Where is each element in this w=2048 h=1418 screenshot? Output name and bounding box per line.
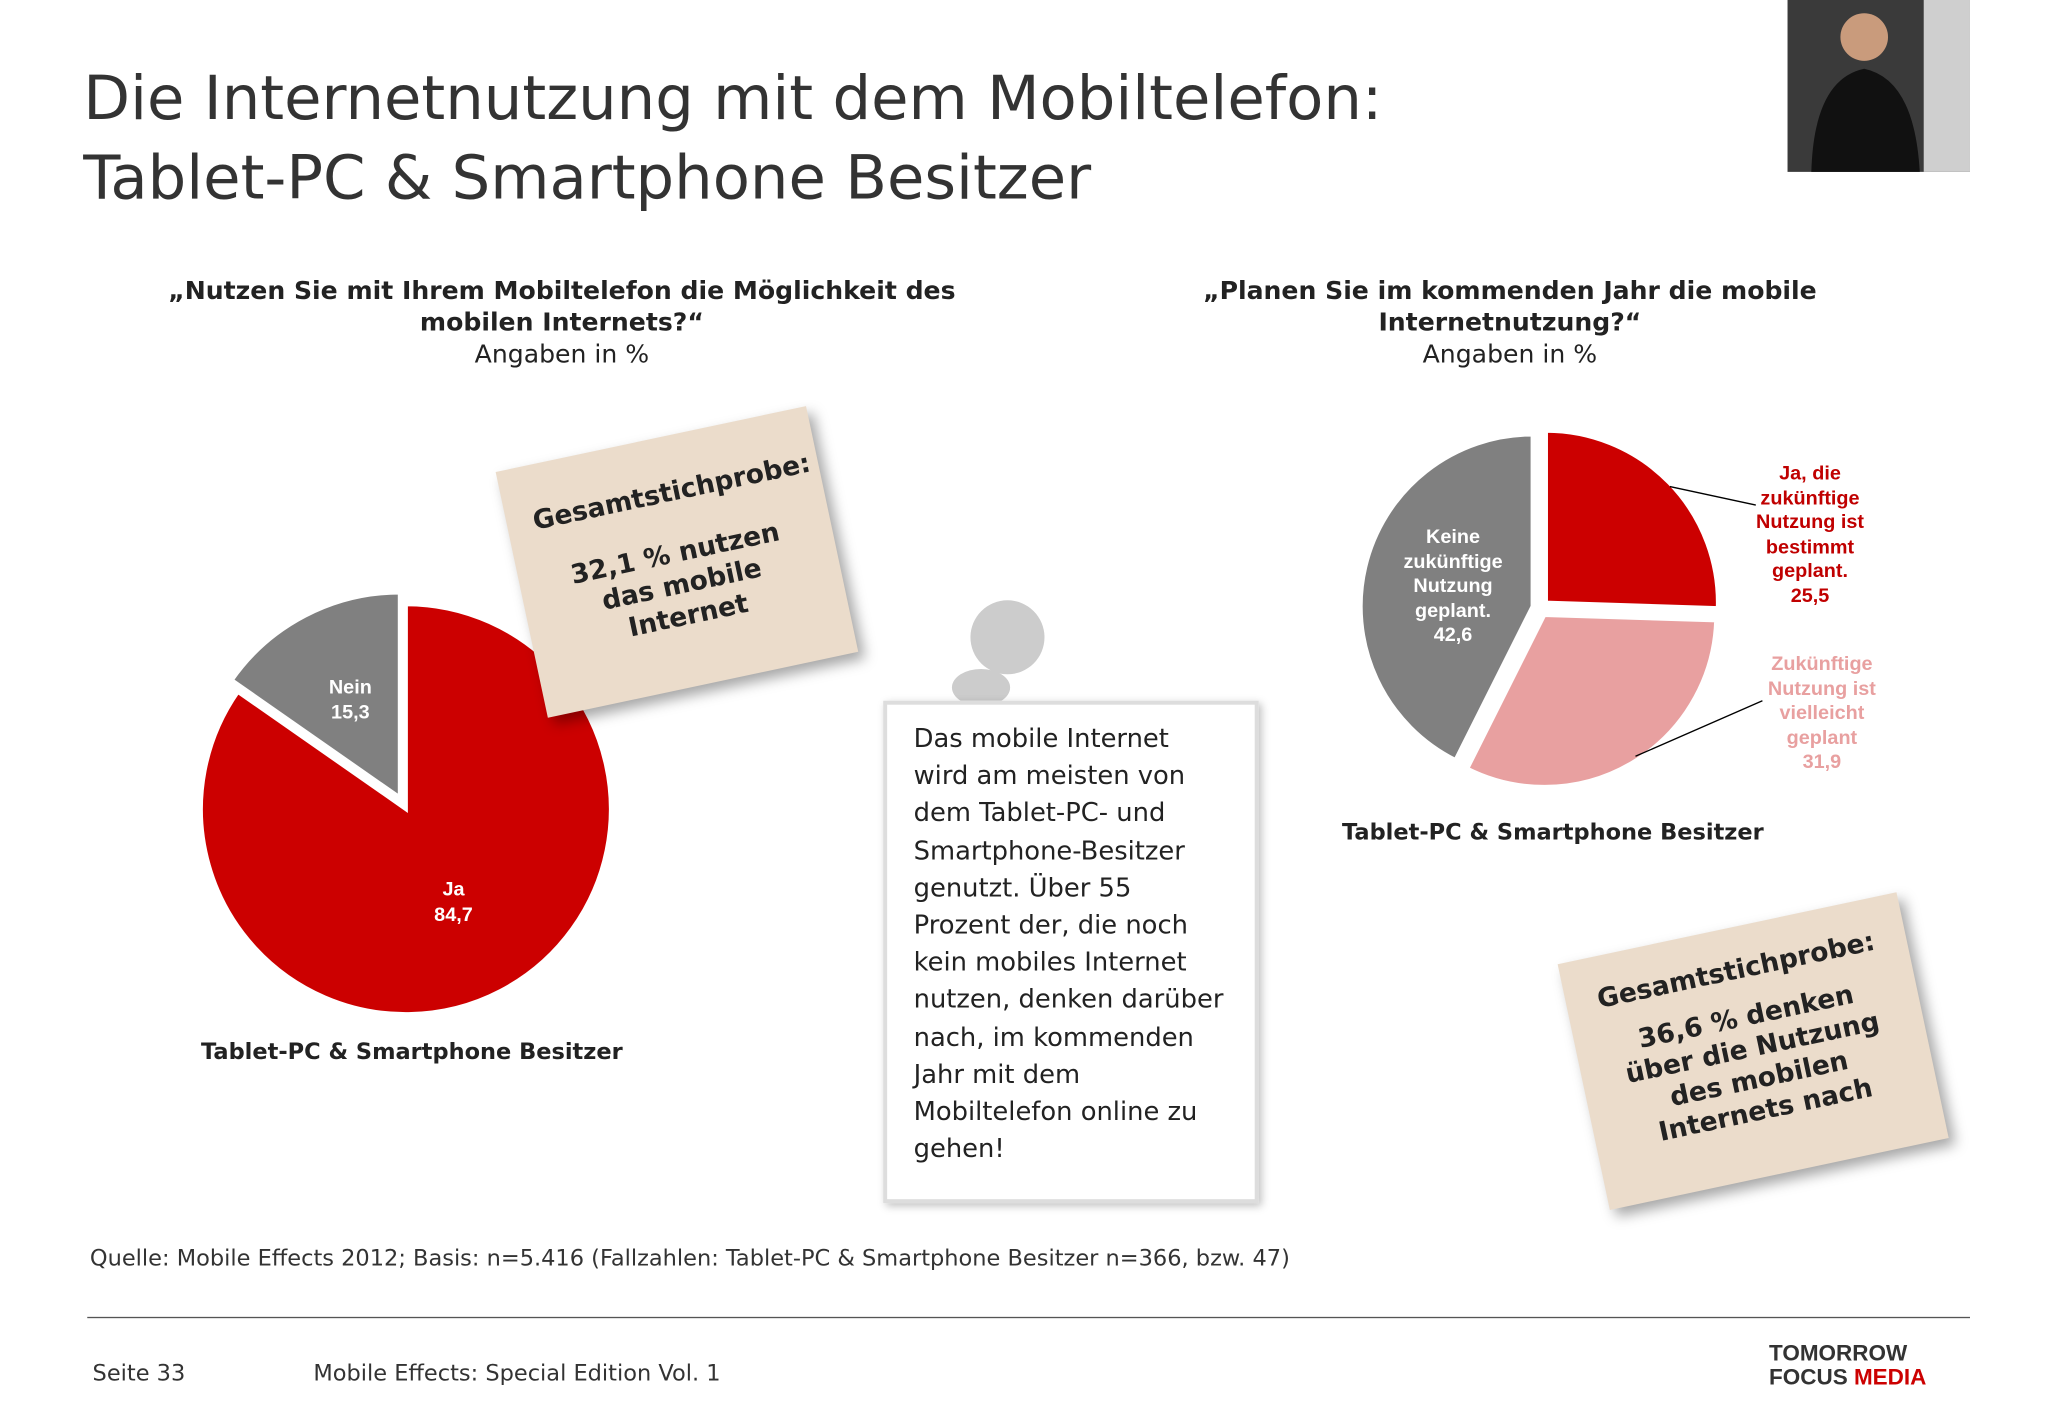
edition: Mobile Effects: Special Edition Vol. 1 — [313, 1360, 721, 1387]
pie-slice — [1358, 432, 1535, 763]
leader-line — [1635, 700, 1763, 757]
source: Quelle: Mobile Effects 2012; Basis: n=5.… — [89, 1245, 1290, 1272]
slide-title: Die Internetnutzung mit dem Mobiltelefon… — [83, 58, 1382, 217]
figure-top — [951, 600, 1045, 707]
chart-title: „Nutzen Sie mit Ihrem Mobiltelefon die M… — [139, 275, 985, 370]
slice-category: Zukünftige Nutzung ist vielleicht geplan… — [1767, 652, 1876, 749]
note-text: 32,1 % nutzen das mobile Internet — [567, 515, 783, 644]
slice-category: Ja — [442, 878, 465, 902]
slice-label: Zukünftige Nutzung ist vielleicht geplan… — [1756, 653, 1888, 775]
pie-slice — [228, 590, 402, 802]
slice-category: Keine zukünftige Nutzung geplant. — [1403, 525, 1503, 622]
page-number: Seite 33 — [92, 1360, 186, 1387]
title-line: Die Internetnutzung mit dem Mobiltelefon… — [83, 62, 1383, 134]
chart-caption: Tablet-PC & Smartphone Besitzer — [200, 1039, 623, 1066]
slice-value: 25,5 — [1790, 584, 1830, 607]
pie-slice — [1544, 428, 1720, 611]
slice-label: Keine zukünftige Nutzung geplant. 42,6 — [1387, 526, 1519, 648]
slice-label: Ja 84,7 — [401, 879, 507, 928]
logo: TOMORROW FOCUS MEDIA — [1769, 1340, 1927, 1390]
slice-value: 84,7 — [434, 903, 473, 926]
footer-rule — [87, 1316, 1970, 1319]
slice-value: 15,3 — [331, 700, 370, 724]
logo-word: MEDIA — [1853, 1364, 1927, 1390]
logo-line: TOMORROW — [1769, 1340, 1908, 1366]
slice-category: Nein — [328, 676, 372, 699]
board-text: Das mobile Internet wird am meisten von … — [883, 700, 1259, 1204]
photo — [1787, 0, 1970, 172]
chart-caption: Tablet-PC & Smartphone Besitzer — [1341, 819, 1764, 847]
chart-subtitle: Angaben in % — [1422, 339, 1598, 369]
logo-word: FOCUS — [1769, 1364, 1848, 1390]
chart-title-text: „Nutzen Sie mit Ihrem Mobiltelefon die M… — [168, 276, 956, 338]
chart-title: „Planen Sie im kommenden Jahr die mobile… — [1140, 275, 1880, 370]
title-line: Tablet-PC & Smartphone Besitzer — [83, 141, 1092, 213]
slice-label: Nein 15,3 — [297, 676, 403, 725]
slice-category: Ja, die zukünftige Nutzung ist bestimmt … — [1756, 462, 1864, 583]
chart-subtitle: Angaben in % — [474, 339, 650, 369]
slice-value: 31,9 — [1802, 750, 1842, 774]
chart-title-text: „Planen Sie im kommenden Jahr die mobile… — [1203, 276, 1817, 338]
pie-slice — [1464, 612, 1719, 789]
slice-label: Ja, die zukünftige Nutzung ist bestimmt … — [1744, 462, 1876, 609]
leader-line — [1669, 485, 1756, 506]
slice-value: 42,6 — [1433, 623, 1473, 647]
